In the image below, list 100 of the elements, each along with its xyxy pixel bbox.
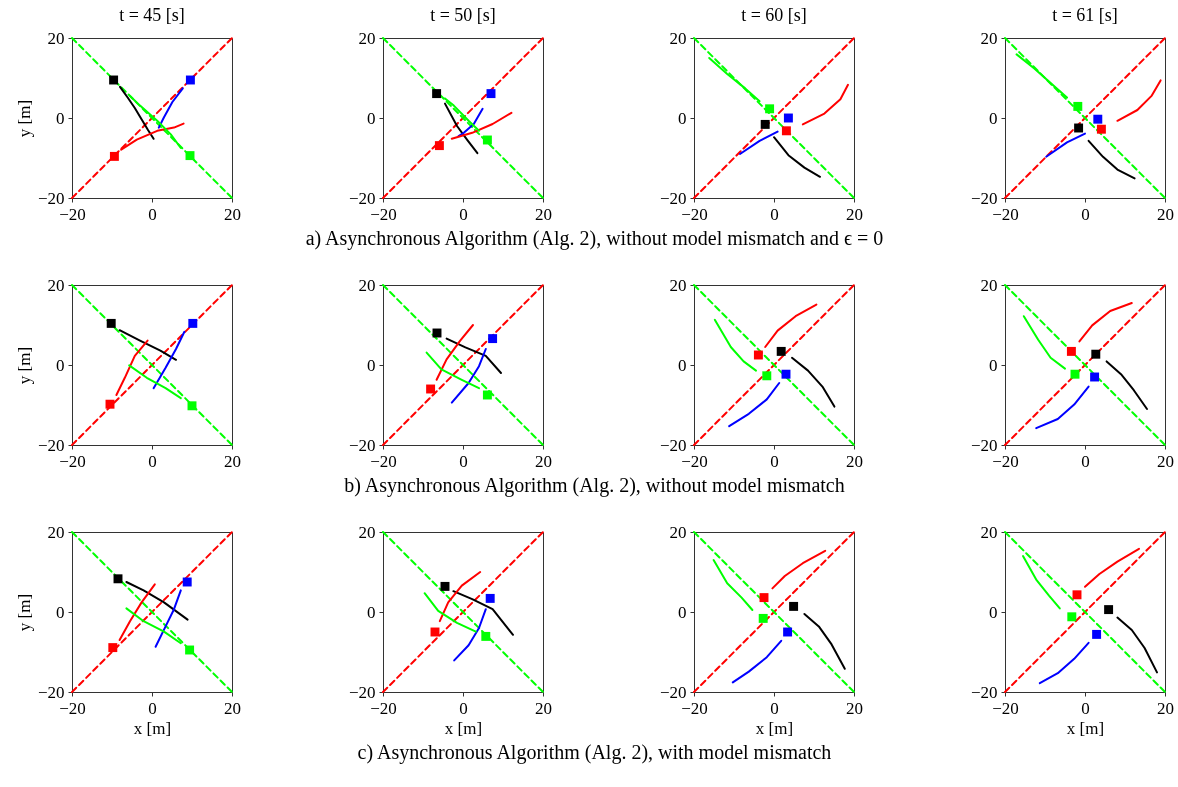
- x-tick-label: 0: [148, 451, 157, 471]
- point: [187, 401, 197, 411]
- point: [783, 113, 793, 123]
- point: [426, 384, 436, 394]
- point: [1066, 346, 1076, 356]
- y-tick-label: 0: [989, 602, 998, 622]
- x-tick-label: 20: [846, 204, 863, 224]
- y-tick-label: 20: [358, 522, 376, 542]
- line-series: [435, 324, 474, 381]
- text: c) Asynchronous Algorithm (Alg. 2), with model mismatch: [357, 740, 832, 764]
- line-series: [425, 351, 480, 390]
- point: [759, 593, 769, 603]
- line-series: [444, 97, 480, 132]
- point: [482, 390, 492, 400]
- line-series: [1038, 641, 1090, 685]
- point: [765, 104, 775, 114]
- x-axis-title: x [m]: [133, 718, 172, 738]
- line-series: [1015, 53, 1068, 99]
- y-tick-label: 0: [678, 108, 687, 128]
- point: [1070, 369, 1080, 379]
- point: [108, 643, 118, 653]
- point: [440, 581, 450, 591]
- point: [1074, 123, 1084, 133]
- chart-title: t = 45 [s]: [119, 5, 185, 25]
- point: [1104, 605, 1114, 615]
- point: [1072, 590, 1082, 600]
- y-tick-label: −20: [348, 435, 376, 455]
- point: [481, 631, 491, 641]
- point: [182, 577, 192, 587]
- point: [760, 119, 770, 129]
- line-series: [791, 356, 836, 408]
- line-series: [120, 122, 185, 151]
- x-tick-label: 20: [1157, 204, 1174, 224]
- x-tick-label: 0: [770, 451, 779, 471]
- y-tick-label: −20: [659, 682, 687, 702]
- x-tick-label: 0: [770, 698, 779, 718]
- y-tick-label: 0: [56, 108, 65, 128]
- point: [1067, 612, 1077, 622]
- point: [109, 151, 119, 161]
- y-tick-label: 20: [47, 28, 65, 48]
- line-series: [453, 608, 487, 662]
- point: [434, 141, 444, 151]
- x-tick-label: 20: [1157, 451, 1174, 471]
- y-tick-label: 0: [989, 355, 998, 375]
- x-axis-title: x [m]: [444, 718, 483, 738]
- point: [485, 593, 495, 603]
- y-tick-label: −20: [37, 188, 65, 208]
- line-series: [438, 571, 482, 623]
- line-series: [128, 364, 182, 400]
- line-series: [728, 382, 781, 428]
- point: [1092, 629, 1102, 639]
- line-series: [708, 57, 761, 103]
- x-tick-label: 20: [535, 451, 552, 471]
- line-series: [731, 639, 783, 684]
- x-tick-label: 0: [770, 204, 779, 224]
- line-series: [450, 111, 513, 140]
- x-axis-title: x [m]: [1066, 718, 1105, 738]
- line-series: [1116, 616, 1158, 674]
- text: a) Asynchronous Algorithm (Alg. 2), without model mismatch and ϵ = 0: [305, 226, 884, 250]
- point: [185, 645, 195, 655]
- line-series: [801, 83, 849, 126]
- x-tick-label: 0: [148, 204, 157, 224]
- point: [1090, 372, 1100, 382]
- line-series: [713, 318, 757, 372]
- point: [789, 601, 799, 611]
- line-series: [1022, 315, 1066, 370]
- line-series: [773, 136, 821, 178]
- point: [188, 318, 198, 328]
- line-series: [1116, 79, 1162, 122]
- point: [185, 75, 195, 85]
- x-tick-label: 20: [535, 698, 552, 718]
- y-axis-title: y [m]: [14, 99, 34, 138]
- y-tick-label: 0: [56, 602, 65, 622]
- point: [781, 369, 791, 379]
- point: [753, 350, 763, 360]
- point: [109, 75, 119, 85]
- y-tick-label: 20: [358, 275, 376, 295]
- x-tick-label: 0: [459, 204, 468, 224]
- point: [106, 318, 116, 328]
- x-tick-label: 20: [224, 204, 241, 224]
- y-axis-title: y [m]: [14, 593, 34, 632]
- line-series: [115, 339, 149, 396]
- point: [1096, 124, 1106, 134]
- y-tick-label: 20: [669, 522, 687, 542]
- line-series: [125, 581, 189, 621]
- chart-title: t = 61 [s]: [1052, 5, 1118, 25]
- line-series: [445, 337, 502, 374]
- x-tick-label: 20: [535, 204, 552, 224]
- point: [185, 151, 195, 161]
- y-tick-label: 20: [358, 28, 376, 48]
- x-axis-title: x [m]: [755, 718, 794, 738]
- chart-title: t = 60 [s]: [741, 5, 807, 25]
- line-series: [803, 613, 846, 670]
- x-tick-label: 0: [459, 698, 468, 718]
- line-series: [423, 592, 477, 633]
- x-tick-label: 20: [846, 451, 863, 471]
- line-series: [1087, 139, 1136, 180]
- y-tick-label: 20: [980, 522, 998, 542]
- y-tick-label: −20: [970, 435, 998, 455]
- line-series: [712, 559, 754, 611]
